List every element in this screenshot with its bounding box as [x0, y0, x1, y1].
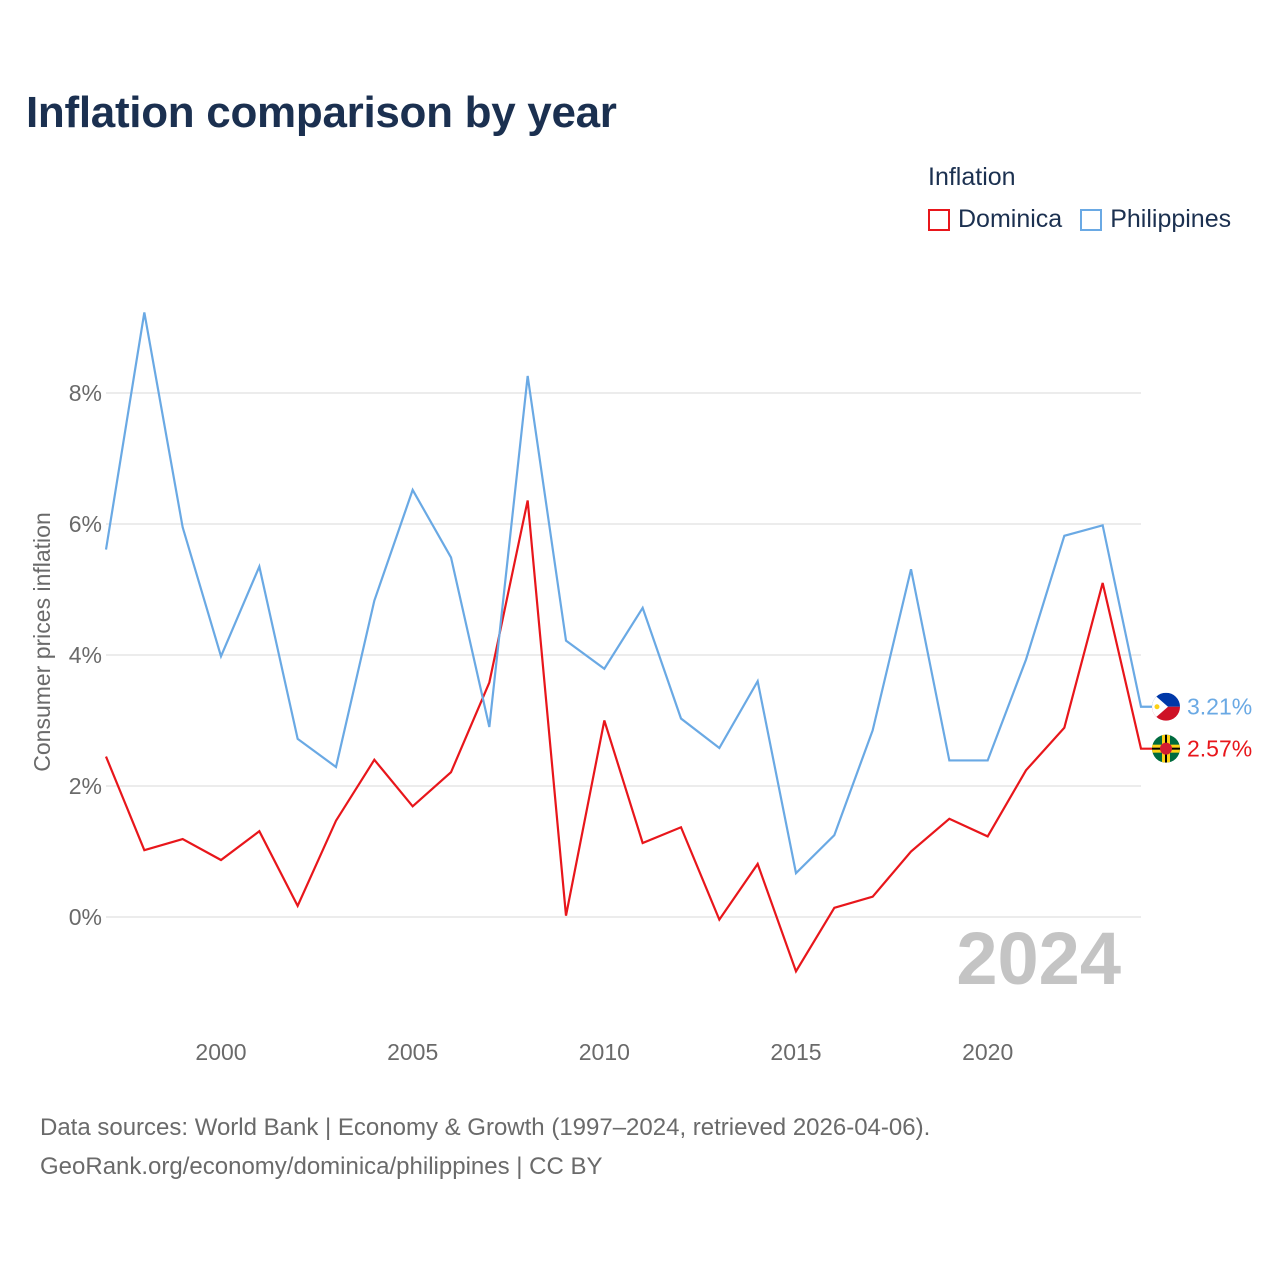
data-point-philippines[interactable] — [947, 758, 951, 762]
data-point-dominica[interactable] — [334, 819, 338, 823]
data-point-philippines[interactable] — [219, 654, 223, 658]
x-tick-label: 2015 — [770, 1039, 821, 1065]
dominica-flag-icon — [1152, 734, 1180, 763]
series-line-philippines[interactable] — [104, 312, 1153, 876]
data-point-philippines[interactable] — [909, 567, 913, 571]
data-point-dominica[interactable] — [1024, 768, 1028, 772]
data-point-philippines[interactable] — [1024, 658, 1028, 662]
footer: Data sources: World Bank | Economy & Gro… — [40, 1108, 930, 1186]
y-axis-label: Consumer prices inflation — [29, 512, 55, 772]
data-point-philippines[interactable] — [1062, 534, 1066, 538]
philippines-flag-icon — [1152, 692, 1180, 721]
data-point-dominica[interactable] — [564, 914, 568, 918]
data-point-dominica[interactable] — [794, 969, 798, 973]
data-point-dominica[interactable] — [641, 841, 645, 845]
data-point-philippines[interactable] — [104, 548, 108, 552]
x-tick-label: 2020 — [962, 1039, 1013, 1065]
data-point-philippines[interactable] — [142, 310, 146, 314]
data-point-philippines[interactable] — [296, 737, 300, 741]
data-point-dominica[interactable] — [986, 834, 990, 838]
data-point-philippines[interactable] — [717, 746, 721, 750]
legend-label-dominica: Dominica — [958, 205, 1063, 233]
data-point-dominica[interactable] — [526, 498, 530, 502]
legend-swatch-dominica — [928, 208, 950, 231]
data-point-philippines[interactable] — [602, 667, 606, 671]
data-point-dominica[interactable] — [832, 906, 836, 910]
y-tick-label: 4% — [69, 642, 102, 668]
legend-swatch-philippines — [1080, 208, 1103, 231]
data-point-philippines[interactable] — [411, 488, 415, 492]
data-point-dominica[interactable] — [1101, 581, 1105, 585]
data-point-philippines[interactable] — [832, 833, 836, 837]
data-point-philippines[interactable] — [564, 639, 568, 643]
data-point-philippines[interactable] — [1139, 705, 1143, 709]
line-chart: 0% 2% 4% 6% 8% 2000 2005 2010 2015 2020 2024 Con… — [29, 310, 1252, 1065]
x-tick-label: 2010 — [579, 1039, 630, 1065]
data-point-dominica[interactable] — [679, 825, 683, 829]
data-point-dominica[interactable] — [717, 918, 721, 922]
legend: Dominica Philippines — [928, 205, 1249, 234]
end-value-label-dominica: 2.57% — [1187, 736, 1252, 762]
data-point-dominica[interactable] — [219, 858, 223, 862]
data-point-philippines[interactable] — [794, 871, 798, 875]
data-point-dominica[interactable] — [909, 850, 913, 854]
data-point-dominica[interactable] — [449, 770, 453, 774]
data-point-philippines[interactable] — [257, 565, 261, 569]
data-point-dominica[interactable] — [871, 895, 875, 899]
data-point-dominica[interactable] — [1062, 726, 1066, 730]
data-point-dominica[interactable] — [296, 904, 300, 908]
data-point-philippines[interactable] — [449, 555, 453, 559]
data-point-philippines[interactable] — [641, 606, 645, 610]
data-point-philippines[interactable] — [756, 679, 760, 683]
data-point-dominica[interactable] — [142, 848, 146, 852]
series-line-dominica[interactable] — [104, 500, 1153, 974]
data-point-philippines[interactable] — [334, 765, 338, 769]
x-tick-label: 2000 — [195, 1039, 246, 1065]
data-point-dominica[interactable] — [257, 829, 261, 833]
data-point-philippines[interactable] — [526, 374, 530, 378]
legend-item-philippines[interactable]: Philippines — [1080, 205, 1231, 234]
data-point-philippines[interactable] — [679, 717, 683, 721]
data-point-dominica[interactable] — [602, 719, 606, 723]
data-point-philippines[interactable] — [871, 728, 875, 732]
y-tick-label: 8% — [69, 380, 102, 406]
x-tick-label: 2005 — [387, 1039, 438, 1065]
footer-url: GeoRank.org/economy/dominica/philippines… — [40, 1153, 603, 1180]
data-point-philippines[interactable] — [487, 725, 491, 729]
end-value-label-philippines: 3.21% — [1187, 694, 1252, 720]
legend-title: Inflation — [928, 163, 1016, 191]
legend-item-dominica[interactable]: Dominica — [928, 205, 1062, 234]
data-point-dominica[interactable] — [947, 817, 951, 821]
y-tick-label: 6% — [69, 511, 102, 537]
legend-label-philippines: Philippines — [1110, 205, 1232, 233]
data-point-philippines[interactable] — [986, 758, 990, 762]
data-point-philippines[interactable] — [1101, 523, 1105, 527]
data-point-dominica[interactable] — [756, 862, 760, 866]
footer-sources: Data sources: World Bank | Economy & Gro… — [40, 1114, 931, 1141]
current-year-watermark: 2024 — [956, 917, 1121, 1000]
data-point-dominica[interactable] — [372, 758, 376, 762]
chart-title: Inflation comparison by year — [26, 88, 617, 137]
y-tick-label: 0% — [69, 904, 102, 930]
data-point-dominica[interactable] — [487, 681, 491, 685]
data-point-dominica[interactable] — [411, 804, 415, 808]
data-point-dominica[interactable] — [181, 837, 185, 841]
data-point-philippines[interactable] — [181, 525, 185, 529]
data-point-dominica[interactable] — [1139, 747, 1143, 751]
data-point-dominica[interactable] — [104, 755, 108, 759]
data-point-philippines[interactable] — [372, 599, 376, 603]
y-tick-label: 2% — [69, 773, 102, 799]
